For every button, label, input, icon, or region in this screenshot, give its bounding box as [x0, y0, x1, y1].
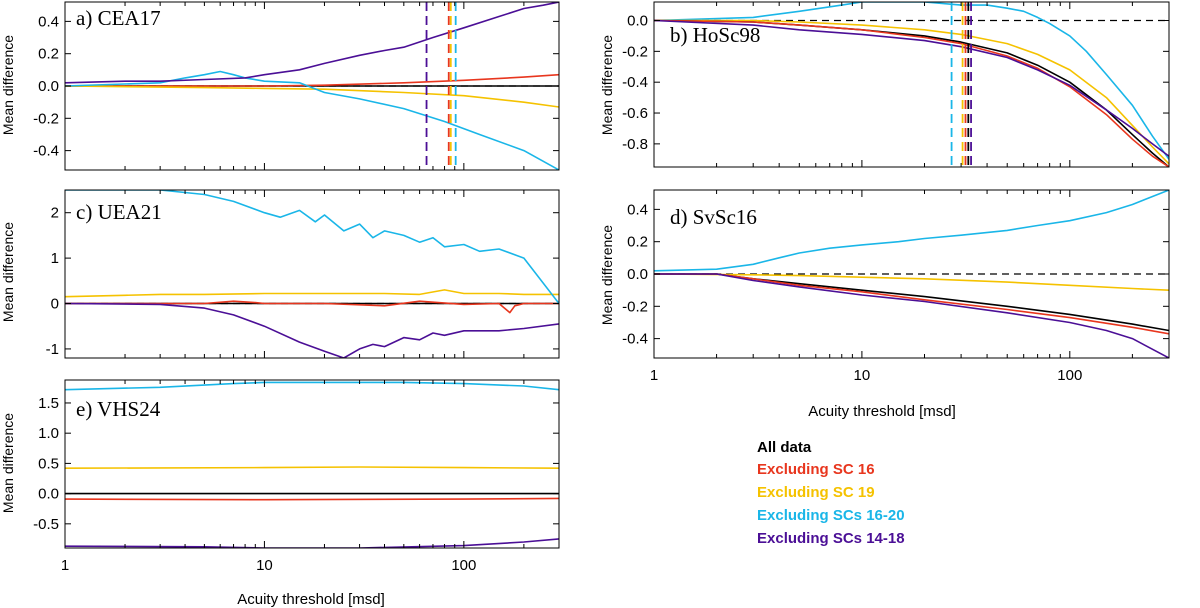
panel-e-ytick-label: 1.0 [38, 425, 59, 442]
panel-b-ytick-label: -0.4 [622, 74, 648, 91]
panel-c-series-group [65, 190, 559, 358]
panel-b-series-sc16 [654, 19, 1169, 167]
panel-d-svsc16: Mean difference -0.4-0.20.00.20.41 10 100 … [599, 189, 1170, 420]
panel-e-ytick-label: -0.5 [33, 516, 59, 533]
panel-e-vhs24: Mean difference -0.5 0.0 0.5 1.0 1.5 1 10 100 e… [0, 379, 560, 608]
panel-d-xtick-label: 1 [650, 367, 658, 384]
panel-b-series-sc19 [654, 19, 1169, 165]
panel-d-ytick-label: 0.0 [627, 266, 648, 283]
panel-e-frame [64, 379, 560, 549]
panel-a-ytick-label: -0.2 [33, 110, 59, 127]
panel-d-xtick-label: 100 [1057, 367, 1082, 384]
panel-e-xtick-label: 100 [451, 557, 476, 574]
panel-d-series-group [654, 190, 1169, 358]
panel-c-series-sc1418 [65, 302, 559, 358]
panel-d-ytick-label: 0.2 [627, 234, 648, 251]
panel-b-frame [653, 1, 1170, 168]
legend-item-sc1418: Excluding SCs 14-18 [757, 530, 905, 547]
panel-a-ytick-label: -0.4 [33, 143, 59, 160]
panel-d-title: d) SvSc16 [670, 205, 757, 229]
panel-d-xlabel: Acuity threshold [msd] [808, 403, 956, 420]
panel-a-series-sc1620 [65, 70, 559, 170]
panel-c-ylabel: Mean difference [0, 222, 16, 322]
legend-item-all: All data [757, 439, 812, 456]
panel-b-ytick-label: -0.6 [622, 105, 648, 122]
panel-e-series-sc1418 [65, 538, 559, 548]
panel-a-ytick-label: 0.4 [38, 13, 59, 30]
panel-a-ytick-label: 0.0 [38, 78, 59, 95]
panel-b-title: b) HoSc98 [670, 23, 760, 47]
panel-c-ytick-label: 1 [51, 250, 59, 267]
panel-e-ytick-label: 0.5 [38, 455, 59, 472]
panel-c-title: c) UEA21 [76, 200, 162, 224]
panel-b-ytick-label: -0.2 [622, 43, 648, 60]
panel-e-xtick-label: 10 [256, 557, 273, 574]
panel-b-ytick-label: 0.0 [627, 13, 648, 30]
panel-b-ytick-label: -0.8 [622, 136, 648, 153]
legend-item-sc1620: Excluding SCs 16-20 [757, 507, 905, 524]
panel-d-ytick-label: -0.2 [622, 298, 648, 315]
panel-a-series-sc1418 [65, 2, 559, 84]
legend-item-sc16: Excluding SC 16 [757, 461, 875, 478]
legend: All data Excluding SC 16 Excluding SC 19… [757, 439, 905, 547]
panel-a-ylabel: Mean difference [0, 35, 16, 135]
panel-d-ylabel: Mean difference [599, 225, 615, 325]
panel-c-series-sc16 [65, 300, 559, 314]
panel-d-plot-area: -0.4 -0.2 0.0 0.2 0.4 1 10 100 [622, 189, 1170, 384]
panel-d-series-sc1620 [654, 190, 1169, 272]
legend-item-sc19: Excluding SC 19 [757, 484, 875, 501]
panel-d-series-sc19 [654, 273, 1169, 291]
panel-a-series-group [65, 2, 559, 170]
panel-a-ytick-label: 0.2 [38, 46, 59, 63]
panel-a-series-sc19 [65, 85, 559, 108]
panel-d-xtick-label: 10 [854, 367, 871, 384]
panel-d-ytick-label: -0.4 [622, 331, 648, 348]
panel-c-ytick-label: -1 [46, 341, 59, 358]
panel-e-ytick-label: 1.5 [38, 395, 59, 412]
panel-a-series-sc16 [65, 73, 559, 87]
panel-b-hosc98: Mean difference -0.8 -0.6 -0.4 -0.2 0.0 b) H… [599, 1, 1170, 168]
panel-e-xtick-label: 1 [61, 557, 69, 574]
panel-d-series-sc1418 [654, 273, 1169, 358]
panel-e-xlabel: Acuity threshold [msd] [237, 591, 385, 608]
panel-e-series-sc1620 [65, 381, 559, 391]
panel-a-cea17: Mean difference -0.4 -0.2 0.0 0.2 0.4 a) CEA… [0, 1, 560, 171]
panel-e-ytick-label: 0.0 [38, 486, 59, 503]
panel-c-uea21: Mean difference -1 0 1 2 c) UEA21 [0, 189, 560, 359]
panel-e-series-sc16 [65, 497, 559, 501]
panel-d-series-all [654, 273, 1169, 332]
panel-c-frame [64, 189, 560, 359]
panel-a-title: a) CEA17 [76, 6, 161, 30]
panel-b-ylabel: Mean difference [599, 35, 615, 135]
panel-c-series-sc19 [65, 289, 559, 298]
panel-e-plot-area: -0.5 0.0 0.5 1.0 1.5 1 10 100 [33, 379, 560, 574]
panel-c-plot-area: -1 0 1 2 [46, 189, 560, 359]
panel-e-ylabel: Mean difference [0, 413, 16, 513]
panel-b-series-sc1418 [654, 19, 1169, 157]
panel-c-series-sc1620 [65, 190, 559, 304]
panel-d-ytick-label: 0.4 [627, 201, 648, 218]
panel-c-ytick-label: 2 [51, 205, 59, 222]
panel-b-plot-area: -0.8 -0.6 -0.4 -0.2 0.0 [622, 1, 1170, 168]
panel-c-ytick-label: 0 [51, 296, 59, 313]
panel-e-title: e) VHS24 [76, 397, 161, 421]
panel-a-plot-area: -0.4 -0.2 0.0 0.2 0.4 [33, 1, 560, 171]
panel-e-series-sc19 [65, 466, 559, 470]
panel-d-series-sc16 [654, 273, 1169, 335]
